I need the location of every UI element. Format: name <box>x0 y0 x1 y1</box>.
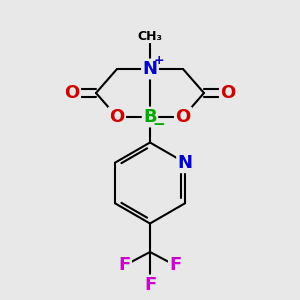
Text: −: − <box>152 117 165 132</box>
Text: F: F <box>169 256 181 274</box>
Text: O: O <box>220 84 236 102</box>
Text: N: N <box>142 60 158 78</box>
Text: O: O <box>64 84 80 102</box>
Text: N: N <box>178 154 193 172</box>
Text: O: O <box>176 108 190 126</box>
Text: +: + <box>154 53 164 67</box>
Text: F: F <box>144 276 156 294</box>
Text: CH₃: CH₃ <box>137 29 163 43</box>
Text: B: B <box>143 108 157 126</box>
Text: O: O <box>110 108 124 126</box>
Text: F: F <box>118 256 130 274</box>
